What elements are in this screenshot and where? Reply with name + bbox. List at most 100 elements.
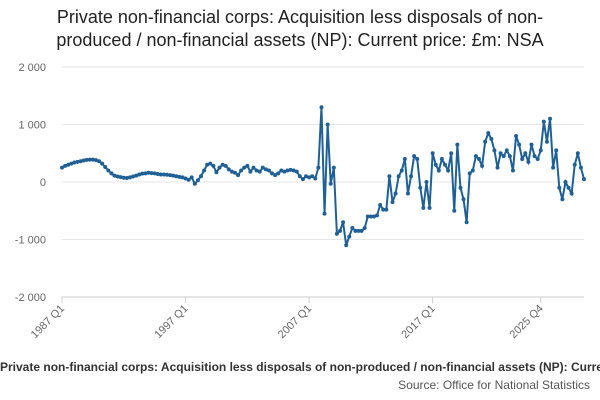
data-point — [421, 205, 426, 210]
data-point — [140, 171, 145, 176]
chart-title-line-1: Private non-financial corps: Acquisition… — [56, 7, 544, 27]
data-point — [109, 171, 114, 176]
data-point — [541, 119, 546, 124]
data-point — [436, 168, 441, 173]
data-point — [87, 157, 92, 162]
data-point — [535, 157, 540, 161]
data-point — [313, 176, 318, 181]
data-point — [63, 163, 68, 168]
data-point — [517, 142, 522, 147]
data-point — [294, 169, 299, 174]
data-point — [177, 174, 182, 179]
data-point — [433, 162, 438, 167]
data-point — [288, 167, 293, 172]
data-point — [183, 176, 188, 181]
data-point — [66, 162, 71, 167]
data-point — [523, 151, 528, 156]
data-point — [575, 151, 580, 156]
data-point — [350, 226, 355, 230]
data-point — [134, 173, 139, 178]
data-point — [341, 220, 346, 225]
data-point — [566, 185, 571, 190]
data-point — [171, 173, 176, 178]
data-point — [270, 171, 275, 176]
data-point — [118, 175, 123, 180]
data-point — [137, 172, 142, 177]
data-point — [276, 171, 281, 176]
data-point — [84, 157, 89, 162]
data-point — [569, 191, 574, 196]
data-point — [168, 173, 173, 178]
data-point — [112, 173, 117, 178]
data-point — [127, 175, 132, 180]
data-point — [158, 172, 163, 177]
data-point — [405, 191, 410, 196]
data-point — [365, 214, 370, 219]
data-point — [520, 157, 525, 161]
data-point — [390, 200, 395, 205]
data-point — [461, 197, 466, 202]
data-point — [504, 148, 509, 153]
series-points — [60, 105, 586, 248]
data-point — [192, 181, 197, 186]
y-tick-label: 0 — [40, 177, 46, 189]
data-point — [242, 165, 247, 170]
data-point — [356, 228, 361, 233]
data-point — [90, 157, 95, 162]
data-point — [529, 142, 534, 147]
data-point — [393, 191, 398, 196]
data-point — [399, 168, 404, 173]
data-point — [198, 174, 203, 179]
data-point — [362, 226, 367, 230]
data-point — [331, 165, 336, 170]
data-point — [229, 169, 234, 174]
data-point — [195, 178, 200, 183]
data-point — [273, 173, 278, 178]
data-point — [476, 157, 481, 161]
data-point — [489, 136, 494, 141]
data-point — [165, 172, 170, 177]
data-point — [467, 171, 472, 176]
x-axis: 1987 Q1 1997 Q1 2007 Q1 2017 Q1 2025 Q4 — [29, 296, 584, 341]
data-point — [211, 163, 216, 168]
data-point — [75, 159, 80, 164]
data-point — [307, 175, 312, 180]
data-point — [455, 142, 460, 147]
data-point — [418, 185, 423, 190]
data-point — [412, 154, 417, 159]
data-point — [560, 197, 565, 202]
data-point — [220, 162, 225, 167]
y-tick-label: -1 000 — [15, 235, 46, 247]
y-axis-ticks: 2 000 1 000 0 -1 000 -2 000 — [15, 62, 46, 304]
data-point — [297, 174, 302, 179]
data-point — [202, 168, 207, 173]
data-point — [473, 154, 478, 159]
data-point — [322, 211, 327, 216]
data-point — [279, 168, 284, 173]
data-point — [439, 157, 444, 161]
y-tick-label: -2 000 — [15, 292, 46, 304]
data-point — [69, 161, 74, 166]
data-point — [337, 228, 342, 233]
data-point — [223, 163, 228, 168]
data-point — [470, 168, 475, 173]
data-point — [446, 168, 451, 173]
data-point — [254, 168, 259, 173]
data-point — [371, 214, 376, 219]
y-tick-label: 1 000 — [18, 120, 46, 132]
data-point — [189, 175, 194, 180]
data-point — [449, 151, 454, 156]
data-point — [155, 171, 160, 176]
data-point — [103, 165, 108, 170]
data-point — [180, 175, 185, 180]
data-point — [526, 159, 531, 164]
data-point — [310, 174, 315, 179]
data-point — [239, 168, 244, 173]
data-point — [232, 170, 237, 175]
data-point — [72, 160, 77, 165]
x-tick-label: 2007 Q1 — [276, 303, 314, 341]
data-point — [532, 154, 537, 159]
data-point — [106, 168, 111, 173]
data-point — [514, 134, 519, 138]
